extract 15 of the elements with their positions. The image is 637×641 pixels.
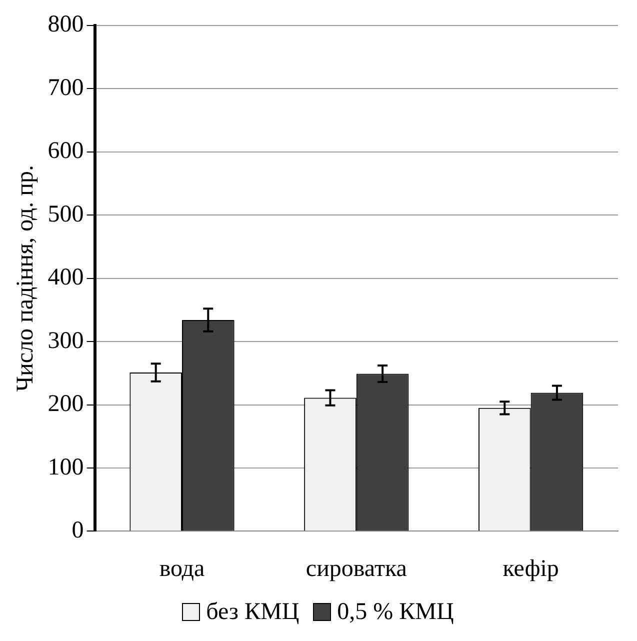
y-tick-label: 200 [48, 391, 84, 418]
y-axis-title: Число падіння, од. пр. [12, 165, 39, 392]
y-tick-label: 300 [48, 328, 84, 354]
y-tick-label: 800 [48, 12, 84, 38]
y-tick-label: 0 [72, 517, 84, 544]
y-tick-label: 600 [48, 138, 84, 164]
x-tick-label: вода [159, 556, 206, 582]
y-tick-label: 700 [48, 74, 84, 101]
y-tick-label: 400 [48, 264, 84, 291]
y-tick-label: 100 [48, 454, 84, 480]
x-tick-label: сироватка [306, 556, 408, 582]
legend-label: 0,5 % КМЦ [337, 598, 454, 626]
x-tick-label: кефір [502, 556, 559, 582]
text: без КМЦ [206, 598, 300, 626]
y-tick-label: 500 [48, 201, 84, 228]
